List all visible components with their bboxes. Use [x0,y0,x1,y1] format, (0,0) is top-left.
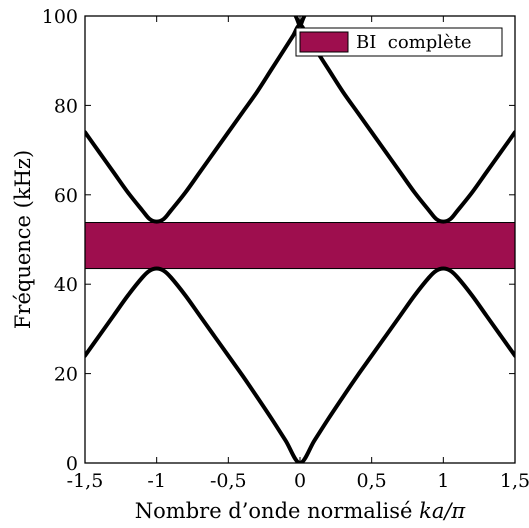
y-tick-label: 20 [54,364,78,386]
y-tick-label: 80 [54,95,78,117]
x-tick-label: -1,5 [67,470,104,492]
dispersion-branch-1 [85,266,515,463]
x-tick-label: -0,5 [210,470,247,492]
y-axis-title: Fréquence (kHz) [11,150,35,329]
y-tick-label: 60 [54,185,78,207]
band-gap-rect [84,222,516,270]
y-tick-label: 100 [42,6,78,28]
x-axis-title: Nombre d’onde normalisé ka/π [135,499,467,523]
x-tick-label: 1,5 [500,470,529,492]
y-tick-label: 0 [66,453,78,475]
legend-label: BI complète [356,32,472,53]
x-tick-label: 0,5 [357,470,387,492]
legend: BI complète [295,27,503,57]
x-tick-label: 1 [437,470,449,492]
x-tick-label: -1 [147,470,166,492]
dispersion-branch-3 [293,16,307,27]
tick-layer: -1,5 -1 -0,5 0 0,5 1 1,5 0 20 40 60 80 100 [42,6,529,492]
band-layer [84,222,516,270]
series-layer [85,16,515,463]
y-tick-label: 40 [54,274,78,296]
legend-swatch [299,31,349,53]
x-tick-label: 0 [294,470,306,492]
